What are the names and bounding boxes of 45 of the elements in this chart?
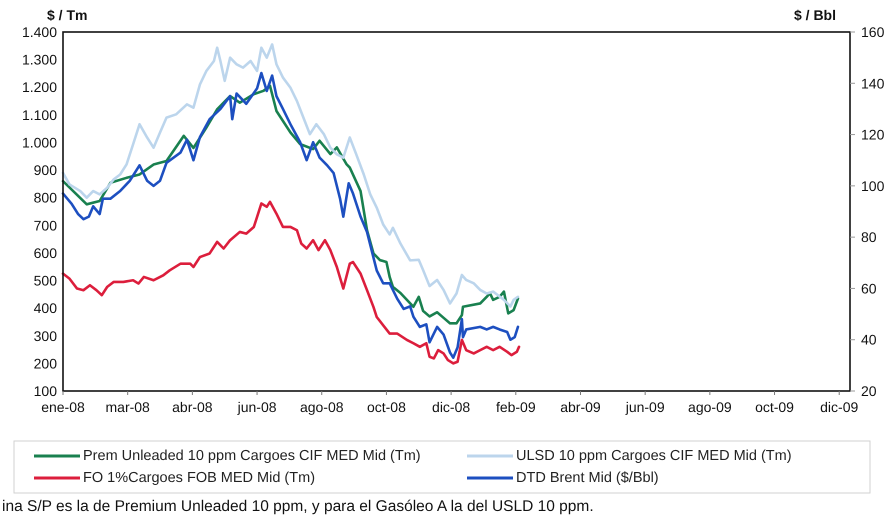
y-tick-label: 1.100 xyxy=(22,106,58,123)
line-series xyxy=(62,72,520,359)
y-tick-label: 1.200 xyxy=(22,79,58,96)
legend-label: DTD Brent Mid ($/Bbl) xyxy=(516,470,659,486)
x-tick-label: abr-09 xyxy=(560,399,601,415)
line-series xyxy=(62,200,520,365)
y-tick-label: 600 xyxy=(34,244,58,261)
y2-tick-label: 60 xyxy=(861,280,877,296)
y-tick-label: 400 xyxy=(34,300,58,316)
y2-tick-label: 140 xyxy=(861,75,885,92)
y-tick-label: 300 xyxy=(34,328,58,344)
y2-tick-label: 120 xyxy=(861,126,885,143)
legend-label: ULSD 10 ppm Cargoes CIF MED Mid (Tm) xyxy=(516,448,792,464)
x-tick-label: oct-09 xyxy=(755,399,794,415)
legend-label: FO 1%Cargoes FOB MED Mid (Tm) xyxy=(83,470,316,486)
line-series xyxy=(62,43,520,308)
x-tick-label: oct-08 xyxy=(366,399,406,415)
y-tick-label: 1.400 xyxy=(22,24,58,40)
text: ina S/P es la de Premium Unleaded 10 ppm, y para el Gasóleo A la del USLD 10 ppm. xyxy=(2,498,594,515)
y-tick-label: 100 xyxy=(34,383,58,399)
y-tick-label: 900 xyxy=(34,162,58,178)
x-tick-label: abr-08 xyxy=(172,399,213,415)
y-tick-label: 700 xyxy=(34,217,58,234)
x-tick-label: dic-08 xyxy=(432,399,470,415)
y2-tick-label: 160 xyxy=(861,24,885,40)
y2-tick-label: 80 xyxy=(861,229,877,246)
x-tick-label: ago-09 xyxy=(688,399,732,415)
y-tick-label: 800 xyxy=(34,190,58,206)
x-tick-label: feb-09 xyxy=(496,399,536,415)
y2-tick-label: 20 xyxy=(861,383,877,399)
x-tick-label: mar-08 xyxy=(106,399,150,415)
y2-axis-title: $ / Bbl xyxy=(794,7,836,23)
y2-tick-label: 100 xyxy=(861,178,885,194)
x-tick-label: jun-09 xyxy=(624,399,665,415)
x-tick-label: ago-08 xyxy=(300,399,344,415)
y2-tick-label: 40 xyxy=(861,332,877,348)
x-tick-label: ene-08 xyxy=(41,399,86,415)
y-tick-label: 500 xyxy=(34,272,58,289)
y-tick-label: 1.000 xyxy=(22,134,58,150)
x-tick-label: dic-09 xyxy=(820,399,858,415)
y-tick-label: 200 xyxy=(34,355,58,372)
legend-label: Prem Unleaded 10 ppm Cargoes CIF MED Mid (Tm) xyxy=(83,448,421,464)
x-tick-label: jun-08 xyxy=(236,399,277,415)
y-tick-label: 1.300 xyxy=(22,52,58,68)
y-axis-title: $ / Tm xyxy=(47,7,88,23)
